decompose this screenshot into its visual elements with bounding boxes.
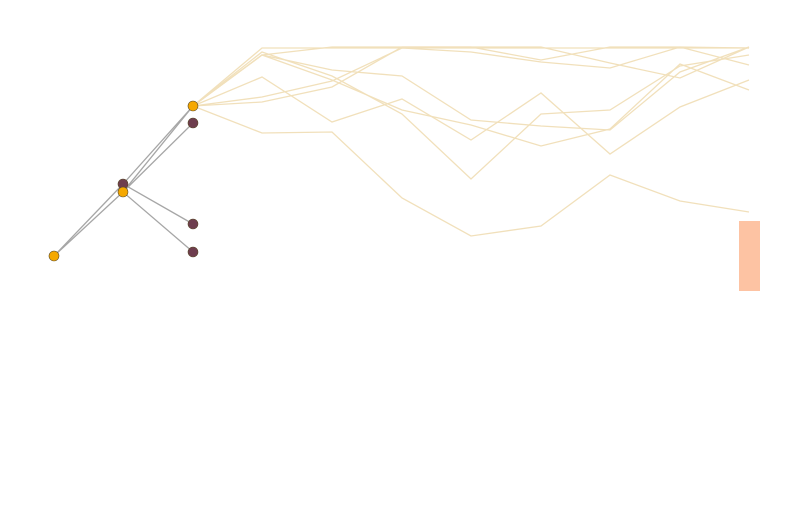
leaf-node (187, 218, 199, 230)
side-bar (739, 221, 760, 291)
highlight-node (187, 100, 199, 112)
tree-edge (53, 183, 124, 257)
tree-nodes (48, 100, 199, 262)
highlight-node (48, 250, 60, 262)
trajectory-line (192, 51, 750, 180)
trajectory-line (192, 54, 750, 147)
tree-edge (122, 191, 194, 253)
tree-edge (122, 105, 194, 185)
tree-edge (122, 122, 194, 193)
tree-edge (53, 191, 124, 257)
trajectory-line (192, 105, 750, 237)
trajectory-line (192, 47, 749, 107)
trajectory-line (192, 46, 750, 107)
tree-edge (122, 183, 194, 225)
trajectory-line (192, 76, 750, 155)
highlight-node (117, 186, 129, 198)
tree-edges (53, 105, 194, 257)
leaf-node (187, 117, 199, 129)
leaf-node (187, 246, 199, 258)
trajectory-line (192, 46, 750, 131)
trajectory-line (192, 46, 750, 107)
trajectory-lines (192, 46, 750, 237)
tree-edge (122, 105, 194, 193)
